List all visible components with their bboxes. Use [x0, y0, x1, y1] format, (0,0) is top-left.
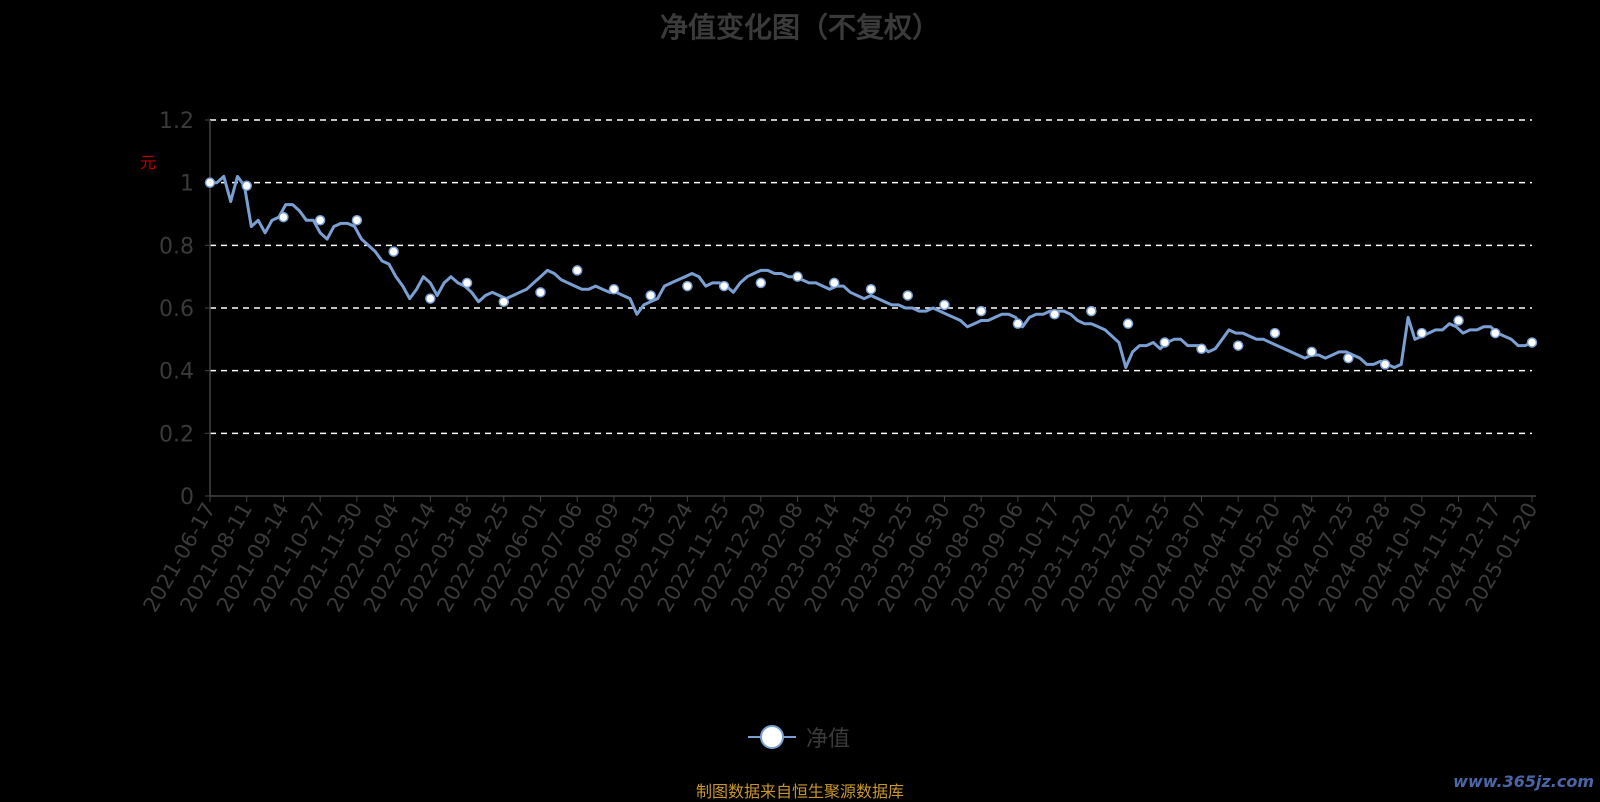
data-point[interactable]	[351, 215, 363, 226]
data-point[interactable]	[1269, 327, 1281, 339]
data-point[interactable]	[1490, 327, 1501, 339]
data-point[interactable]	[1306, 346, 1317, 358]
data-point[interactable]	[1526, 337, 1538, 348]
data-point[interactable]	[1049, 309, 1060, 320]
data-point[interactable]	[498, 296, 510, 307]
data-point[interactable]	[241, 180, 252, 192]
data-point[interactable]	[865, 283, 877, 295]
y-axis-unit-label: 元	[140, 153, 157, 172]
x-tick-labels: 2021-06-172021-08-112021-09-142021-10-27…	[139, 498, 1543, 616]
data-point[interactable]	[718, 280, 730, 292]
data-point[interactable]	[1343, 352, 1354, 364]
data-point[interactable]	[792, 271, 803, 282]
data-point[interactable]	[975, 305, 987, 317]
legend-marker-icon	[748, 725, 796, 749]
data-point[interactable]	[1196, 343, 1207, 354]
data-point[interactable]	[1012, 318, 1024, 329]
data-point[interactable]	[755, 277, 767, 289]
series-line	[210, 174, 1533, 369]
data-point[interactable]	[645, 290, 656, 301]
data-point[interactable]	[1453, 315, 1464, 326]
chart-title: 净值变化图（不复权）	[659, 11, 940, 44]
legend[interactable]: 净值	[748, 722, 850, 752]
data-point[interactable]	[388, 246, 399, 257]
data-point[interactable]	[608, 283, 620, 295]
data-point[interactable]	[1416, 327, 1428, 339]
data-point[interactable]	[1122, 318, 1134, 329]
y-tick-label: 0.2	[159, 422, 194, 447]
data-point[interactable]	[204, 177, 216, 188]
series-group	[204, 174, 1538, 370]
y-tick-label: 0	[180, 485, 194, 510]
grid-lines	[210, 119, 1532, 435]
data-point[interactable]	[425, 293, 436, 304]
data-point[interactable]	[535, 287, 546, 298]
data-point[interactable]	[461, 277, 473, 289]
y-tick-label: 0.6	[159, 297, 194, 322]
data-point[interactable]	[682, 280, 693, 292]
data-point[interactable]	[1232, 340, 1244, 351]
data-point[interactable]	[571, 265, 583, 276]
legend-label: 净值	[806, 727, 851, 752]
y-tick-label: 1	[180, 172, 194, 197]
y-tick-label: 0.8	[159, 234, 194, 259]
data-point[interactable]	[314, 215, 326, 226]
data-point[interactable]	[902, 290, 913, 301]
y-tick-label: 0.4	[159, 360, 194, 385]
site-watermark: www.365jz.com	[1453, 772, 1594, 791]
data-point[interactable]	[939, 299, 950, 311]
data-point[interactable]	[829, 277, 840, 289]
data-point[interactable]	[278, 211, 289, 223]
data-source-note: 制图数据来自恒生聚源数据库	[695, 782, 904, 801]
data-point[interactable]	[1086, 305, 1097, 317]
data-point[interactable]	[1159, 337, 1171, 348]
data-point[interactable]	[1379, 359, 1391, 370]
y-tick-label: 1.2	[159, 109, 194, 134]
y-tick-labels: 1.2 1 0.8 0.6 0.4 0.2 0	[159, 109, 194, 510]
axes	[205, 119, 1536, 502]
